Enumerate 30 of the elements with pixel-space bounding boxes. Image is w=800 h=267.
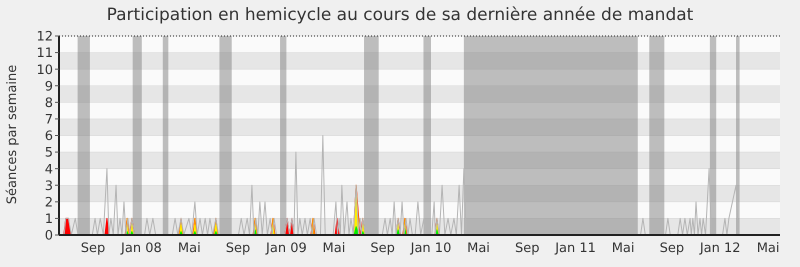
y-tick-label: 6 [44,129,53,144]
y-tick-label: 7 [44,112,53,128]
y-tick-label: 12 [36,30,53,45]
y-tick-label: 11 [36,46,53,62]
x-tick-label: Jan 12 [698,241,741,256]
y-tick-label: 5 [44,146,53,161]
x-tick-label: Sep [370,241,395,256]
x-tick-label: Sep [514,241,540,256]
y-tick-label: 1 [44,212,53,228]
x-tick-label: Jan 11 [554,241,596,256]
y-tick-label: 4 [44,162,53,178]
chart-title: Participation en hemicycle au cours de sa dernière année de mandat [106,5,694,25]
x-tick-label: Mai [467,241,490,256]
x-tick-label: Mai [612,241,635,256]
y-tick-label: 10 [36,62,53,78]
y-tick-label: 8 [44,96,53,111]
x-tick-label: Mai [756,241,780,256]
y-tick-label: 3 [44,178,53,194]
y-axis-title: Séances par semaine [6,64,21,204]
x-tick-label: Jan 08 [120,241,162,256]
x-tick-label: Sep [80,241,106,256]
y-tick-label: 0 [44,228,53,244]
x-tick-label: Jan 10 [410,241,452,256]
y-tick-label: 2 [44,195,53,210]
x-tick-label: Mai [178,241,201,256]
x-tick-label: Sep [226,241,250,256]
y-tick-label: 9 [44,79,53,94]
x-tick-label: Sep [660,241,684,256]
x-tick-label: Mai [322,241,346,256]
x-tick-label: Jan 09 [265,241,307,256]
